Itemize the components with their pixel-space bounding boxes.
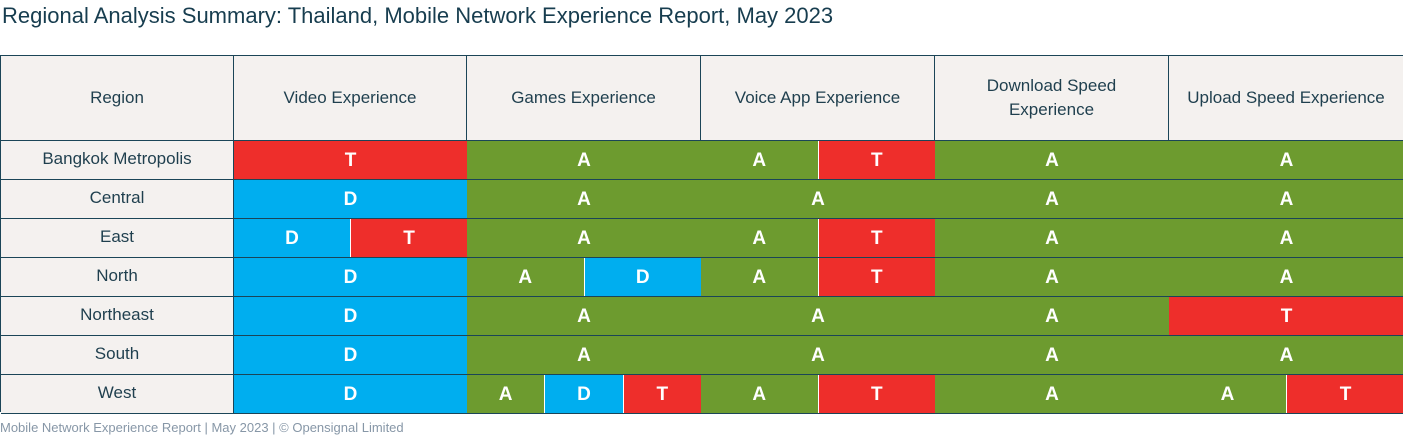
rating-d-badge: D: [234, 297, 467, 335]
rating-a-badge: A: [467, 258, 584, 296]
rating-cell: A: [701, 297, 935, 336]
region-label: South: [1, 336, 234, 375]
rating-d-badge: D: [234, 375, 467, 413]
rating-cell: A: [935, 141, 1169, 180]
rating-a-badge: A: [1169, 141, 1403, 179]
rating-t-badge: T: [622, 375, 701, 413]
rating-a-badge: A: [935, 258, 1169, 296]
rating-cell: A: [467, 336, 701, 375]
region-label: North: [1, 258, 234, 297]
rating-a-badge: A: [1169, 219, 1403, 257]
rating-a-badge: A: [935, 219, 1169, 257]
rating-a-badge: A: [1169, 375, 1286, 413]
rating-t-badge: T: [817, 375, 935, 413]
rating-d-badge: D: [544, 375, 623, 413]
column-header-upload-speed-experience: Upload Speed Experience: [1169, 56, 1403, 141]
rating-a-badge: A: [701, 180, 935, 218]
rating-a-badge: A: [935, 180, 1169, 218]
page-title: Regional Analysis Summary: Thailand, Mob…: [2, 3, 834, 28]
rating-cell: D: [234, 180, 467, 219]
rating-cell: D: [234, 297, 467, 336]
rating-d-badge: D: [234, 219, 350, 257]
region-label: West: [1, 375, 234, 414]
rating-a-badge: A: [701, 141, 818, 179]
column-header-games-experience: Games Experience: [467, 56, 701, 141]
rating-cell: A: [701, 180, 935, 219]
rating-cell: A: [935, 219, 1169, 258]
rating-a-badge: A: [467, 336, 701, 374]
rating-cell: A: [467, 141, 701, 180]
rating-t-badge: T: [817, 219, 935, 257]
rating-cell: D: [234, 258, 467, 297]
rating-a-badge: A: [935, 375, 1169, 413]
rating-cell: A: [1169, 141, 1403, 180]
rating-cell: A: [467, 219, 701, 258]
rating-cell: T: [234, 141, 467, 180]
rating-a-badge: A: [1169, 258, 1403, 296]
rating-a-badge: A: [467, 297, 701, 335]
rating-cell: A: [1169, 180, 1403, 219]
rating-a-badge: A: [467, 180, 701, 218]
rating-cell: T: [1169, 297, 1403, 336]
rating-cell: A: [467, 297, 701, 336]
rating-a-badge: A: [935, 141, 1169, 179]
rating-a-badge: A: [467, 375, 545, 413]
rating-t-badge: T: [1286, 375, 1403, 413]
region-label: Central: [1, 180, 234, 219]
rating-cell: A: [935, 336, 1169, 375]
rating-a-badge: A: [1169, 180, 1403, 218]
rating-a-badge: A: [701, 375, 818, 413]
rating-t-badge: T: [234, 141, 467, 179]
rating-cell: A: [935, 297, 1169, 336]
rating-cell: D: [234, 336, 467, 375]
rating-cell: A: [935, 258, 1169, 297]
rating-d-badge: D: [234, 336, 467, 374]
rating-a-badge: A: [935, 297, 1169, 335]
rating-cell: A: [935, 375, 1169, 414]
rating-cell: A: [935, 180, 1169, 219]
rating-t-badge: T: [817, 258, 935, 296]
rating-cell: A: [1169, 336, 1403, 375]
rating-a-badge: A: [701, 297, 935, 335]
rating-a-badge: A: [701, 258, 818, 296]
column-header-region: Region: [1, 56, 234, 141]
rating-cell: D: [234, 375, 467, 414]
region-label: East: [1, 219, 234, 258]
column-header-video-experience: Video Experience: [234, 56, 467, 141]
region-label: Northeast: [1, 297, 234, 336]
rating-cell: A: [1169, 258, 1403, 297]
rating-d-badge: D: [234, 258, 467, 296]
rating-cell: A: [467, 180, 701, 219]
footer-text: Mobile Network Experience Report | May 2…: [0, 420, 404, 435]
rating-cell: A: [1169, 219, 1403, 258]
rating-t-badge: T: [1169, 297, 1403, 335]
rating-a-badge: A: [701, 336, 935, 374]
rating-d-badge: D: [583, 258, 701, 296]
rating-a-badge: A: [701, 219, 818, 257]
rating-a-badge: A: [1169, 336, 1403, 374]
rating-d-badge: D: [234, 180, 467, 218]
summary-table: Region Video Experience Games Experience Vo…: [0, 55, 1403, 414]
rating-a-badge: A: [935, 336, 1169, 374]
rating-a-badge: A: [467, 219, 701, 257]
rating-cell: A: [701, 336, 935, 375]
rating-t-badge: T: [350, 219, 467, 257]
region-label: Bangkok Metropolis: [1, 141, 234, 180]
column-header-voice-app-experience: Voice App Experience: [701, 56, 935, 141]
column-header-download-speed-experience: Download Speed Experience: [935, 56, 1169, 141]
rating-t-badge: T: [817, 141, 935, 179]
rating-a-badge: A: [467, 141, 701, 179]
